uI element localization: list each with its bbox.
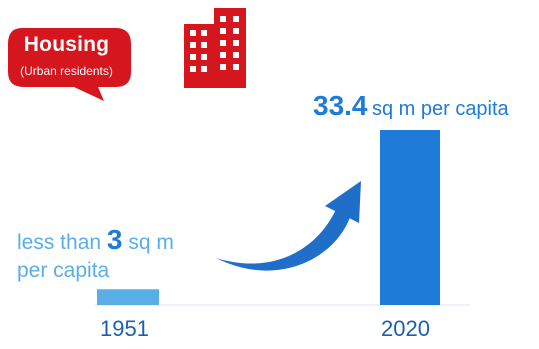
x-tick-label-1951: 1951 [100, 316, 149, 341]
housing-badge [8, 28, 131, 101]
building-icon [184, 8, 246, 88]
badge-title: Housing [23, 33, 110, 56]
unit-1951: sq m [128, 231, 174, 254]
unit-2020: sq m per capita [371, 98, 509, 120]
per-capita-1951: per capita [17, 259, 110, 282]
value-1951: 3 [106, 224, 123, 255]
badge-subtitle: (Urban residents) [20, 64, 113, 78]
value-label-1951: less than 3 sq m per capita [17, 226, 247, 285]
x-tick-label-2020: 2020 [381, 316, 430, 341]
bar-1951 [97, 289, 159, 305]
value-2020: 33.4 [313, 90, 368, 121]
growth-arrow-icon [216, 181, 361, 271]
prefix-1951: less than [17, 231, 102, 254]
bar-2020 [380, 130, 440, 305]
value-label-2020: 33.4 sq m per capita [313, 90, 509, 122]
